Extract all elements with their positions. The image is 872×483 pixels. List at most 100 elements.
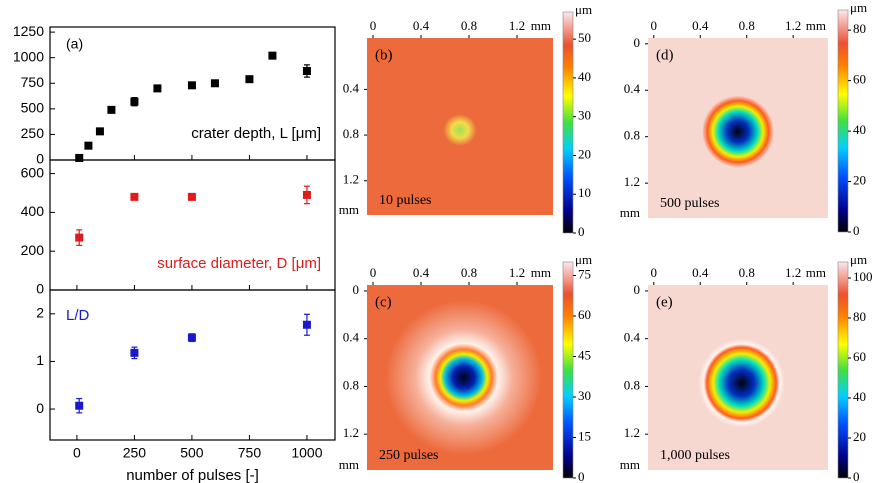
colorbar-tick-label: 0	[853, 223, 860, 238]
x-tick-label: 1.2	[509, 265, 525, 280]
colorbar-unit: μm	[575, 252, 592, 267]
x-axis-label: number of pulses [-]	[126, 467, 259, 483]
y-tick-label: 1.2	[624, 425, 640, 440]
y-tick-label: 0.8	[343, 126, 359, 141]
height-map-crater	[648, 38, 828, 218]
y-tick-label: 1000	[13, 48, 44, 64]
x-tick-label: 1.2	[785, 265, 801, 280]
data-point	[75, 233, 84, 242]
data-point	[95, 127, 104, 136]
colorbar-tick-label: 20	[853, 173, 866, 188]
x-tick-label: 250	[123, 445, 147, 461]
x-tick-label: 0	[370, 265, 377, 280]
x-tick-label: 0	[370, 18, 377, 33]
colorbar-tick-label: 40	[853, 122, 866, 137]
x-tick-label: 0.8	[739, 18, 755, 33]
caption: 250 pulses	[379, 448, 439, 463]
x-tick-label: 0.8	[739, 265, 755, 280]
panel-label: (b)	[375, 47, 393, 63]
annotation: surface diameter, D [μm]	[157, 255, 321, 272]
x-tick-label: 500	[180, 445, 204, 461]
y-unit: mm	[620, 457, 640, 472]
y-tick-label: 750	[21, 74, 45, 90]
x-unit: mm	[806, 265, 826, 280]
data-point	[107, 105, 116, 114]
colorbar-unit: μm	[850, 252, 867, 267]
colorbar	[562, 11, 574, 234]
colorbar-tick-label: 20	[578, 146, 591, 161]
y-unit: mm	[339, 202, 359, 217]
colorbar	[562, 261, 574, 479]
panel-label: (a)	[66, 36, 83, 52]
y-unit: mm	[620, 205, 640, 220]
caption: 500 pulses	[660, 196, 720, 211]
x-tick-label: 0.8	[461, 265, 477, 280]
colorbar-tick-label: 75	[578, 266, 591, 281]
colorbar-tick-label: 30	[578, 108, 591, 123]
x-tick-label: 0.4	[692, 18, 709, 33]
y-tick-label: 250	[21, 125, 45, 141]
data-point	[130, 97, 139, 106]
y-tick-label: 1250	[13, 23, 44, 39]
colorbar-tick-label: 40	[578, 69, 591, 84]
colorbar	[837, 9, 849, 233]
x-tick-label: 0.4	[692, 265, 709, 280]
data-point	[84, 141, 93, 150]
colorbar-tick-label: 20	[853, 429, 866, 444]
plot-frame	[49, 289, 336, 441]
y-tick-label: 0	[36, 400, 44, 416]
y-tick-label: 0.4	[343, 80, 360, 95]
height-map-crater	[648, 285, 828, 470]
x-tick-label: 1.2	[785, 18, 801, 33]
colorbar-tick-label: 60	[853, 72, 866, 87]
colorbar-tick-label: 60	[578, 307, 591, 322]
data-point	[268, 51, 277, 60]
y-tick-label: 1	[36, 352, 44, 368]
colorbar-tick-label: 80	[853, 21, 866, 36]
data-point	[187, 81, 196, 90]
annotation: crater depth, L [μm]	[191, 125, 321, 142]
x-tick-label: 0	[651, 265, 658, 280]
colorbar-tick-label: 0	[578, 224, 585, 239]
colorbar-tick-label: 0	[853, 469, 860, 483]
x-unit: mm	[806, 18, 826, 33]
y-tick-label: 0	[36, 281, 44, 297]
colorbar	[837, 261, 849, 479]
height-map-crater	[367, 38, 553, 215]
y-unit: mm	[339, 457, 359, 472]
y-tick-label: 0.8	[624, 377, 640, 392]
y-tick-label: 1.2	[343, 425, 359, 440]
colorbar-tick-label: 50	[578, 30, 591, 45]
y-tick-label: 0.8	[343, 377, 359, 392]
height-map-crater	[367, 285, 553, 470]
panel-label: (e)	[656, 294, 673, 310]
data-point	[130, 348, 139, 357]
x-unit: mm	[531, 265, 551, 280]
data-point	[302, 320, 311, 329]
data-point	[130, 192, 139, 201]
data-point	[153, 84, 162, 93]
y-tick-label: 2	[36, 305, 44, 321]
data-point	[210, 79, 219, 88]
y-tick-label: 0.4	[624, 81, 641, 96]
colorbar-tick-label: 100	[853, 269, 872, 284]
colorbar-unit: μm	[850, 0, 867, 15]
caption: 1,000 pulses	[660, 448, 730, 463]
y-tick-label: 1.2	[343, 172, 359, 187]
y-tick-label: 0	[634, 282, 641, 297]
colorbar-tick-label: 45	[578, 347, 591, 362]
x-unit: mm	[531, 18, 551, 33]
panel-label: (d)	[656, 47, 674, 63]
x-tick-label: 0.8	[461, 18, 477, 33]
colorbar-tick-label: 10	[578, 185, 591, 200]
y-tick-label: 400	[21, 203, 45, 219]
colorbar-tick-label: 80	[853, 309, 866, 324]
y-tick-label: 500	[21, 100, 45, 116]
data-point	[302, 190, 311, 199]
y-tick-label: 200	[21, 242, 45, 258]
x-tick-label: 1000	[291, 445, 322, 461]
y-tick-label: 0	[634, 35, 641, 50]
colorbar-tick-label: 60	[853, 349, 866, 364]
